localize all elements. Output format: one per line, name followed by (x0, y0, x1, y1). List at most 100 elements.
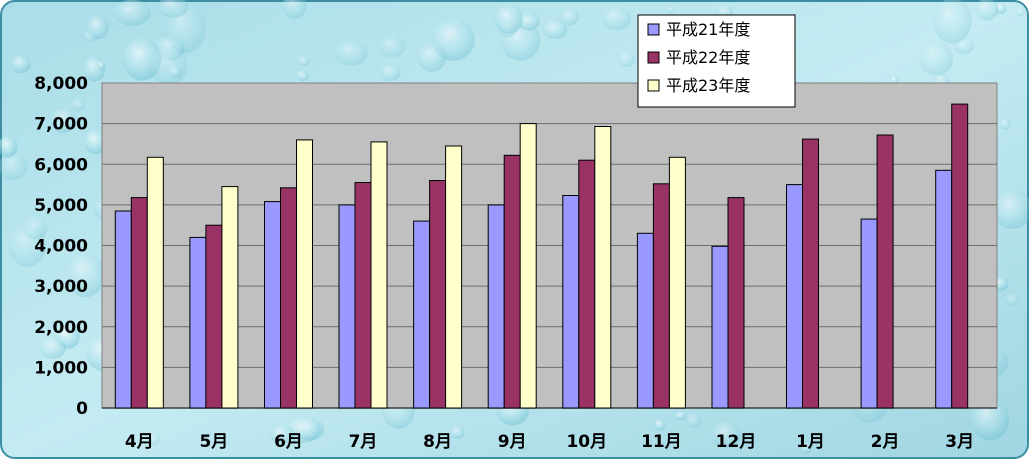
x-tick-label: 2月 (871, 432, 900, 452)
water-drop (970, 398, 1010, 441)
water-drop (494, 4, 523, 34)
water-drop (158, 0, 189, 18)
water-drop (297, 56, 310, 66)
bar (354, 182, 372, 409)
bar (786, 184, 803, 409)
water-drop (975, 0, 999, 21)
legend-swatch (647, 23, 660, 36)
bar (935, 169, 953, 409)
water-drop (66, 252, 105, 298)
y-tick-label: 3,000 (34, 277, 88, 297)
x-tick-label: 12月 (716, 432, 757, 452)
water-drop (0, 153, 28, 180)
water-drop (10, 54, 31, 74)
x-tick-label: 5月 (199, 432, 228, 452)
y-tick-label: 8,000 (34, 74, 88, 94)
water-drop (282, 0, 307, 19)
bar (951, 103, 969, 409)
bar (205, 224, 223, 409)
x-tick-label: 10月 (566, 432, 607, 452)
bar (429, 180, 447, 409)
water-drop (449, 425, 465, 439)
water-drop (711, 421, 742, 448)
y-tick-label: 5,000 (34, 196, 88, 216)
y-tick-label: 6,000 (34, 155, 88, 175)
water-drop (992, 189, 1029, 230)
water-drop (601, 6, 632, 30)
bar (445, 145, 463, 409)
bar (221, 186, 239, 409)
bar (652, 183, 670, 409)
x-tick-label: 11月 (641, 432, 682, 452)
bar (264, 201, 281, 409)
x-tick-label: 3月 (945, 432, 974, 452)
x-tick-label: 7月 (349, 432, 378, 452)
water-drop (417, 42, 447, 72)
water-drop (296, 70, 310, 82)
water-drop (150, 46, 188, 85)
water-drop (40, 337, 67, 359)
water-drop (799, 442, 813, 454)
water-drop (148, 433, 160, 446)
bar (338, 204, 356, 409)
bar (370, 141, 388, 409)
water-drop (618, 51, 636, 68)
bar (114, 210, 132, 409)
x-axis-ticks: 4月 5月 6月 7月 8月 9月 10月 11月 12月 1月 2月 3月 (125, 432, 974, 452)
water-drop (674, 411, 687, 421)
water-drop (82, 30, 98, 43)
bar (146, 156, 164, 409)
y-axis-ticks: 0 1,000 2,000 3,000 4,000 5,000 6,000 7,000 8,00… (34, 74, 88, 419)
legend-label: 平成22年度 (666, 48, 750, 67)
y-tick-label: 1,000 (34, 358, 88, 378)
bar (280, 187, 297, 409)
water-drop (50, 108, 77, 133)
water-drop (0, 136, 18, 158)
water-drop (1000, 118, 1011, 130)
water-drop (542, 19, 568, 40)
water-drop (114, 0, 151, 26)
bar (296, 139, 313, 409)
water-drop (23, 215, 48, 240)
water-drop (517, 13, 540, 31)
bar (727, 197, 745, 409)
x-tick-label: 1月 (796, 432, 825, 452)
water-drop (686, 412, 701, 429)
bar (860, 218, 878, 409)
plot-area (101, 82, 998, 409)
x-tick-label: 8月 (423, 432, 452, 452)
x-tick-label: 9月 (498, 432, 527, 452)
bar (503, 154, 521, 409)
bars (114, 103, 969, 409)
water-drop (654, 419, 666, 431)
legend-label: 平成21年度 (666, 20, 750, 39)
water-drop (285, 416, 321, 443)
water-drop (666, 5, 676, 13)
bar (802, 138, 819, 409)
water-drop (335, 39, 368, 66)
bar (668, 156, 686, 409)
y-tick-label: 4,000 (34, 237, 88, 257)
bar (189, 236, 207, 409)
water-drop (378, 35, 406, 58)
bar (876, 134, 894, 409)
bar (578, 159, 596, 409)
bar (413, 220, 431, 409)
legend-swatch (647, 51, 660, 64)
water-drop (379, 63, 401, 81)
y-tick-label: 7,000 (34, 115, 88, 135)
bar (487, 204, 505, 409)
x-tick-label: 4月 (125, 432, 154, 452)
y-tick-label: 0 (76, 399, 88, 419)
water-drop (933, 0, 972, 44)
water-drop (559, 8, 580, 26)
bar (130, 197, 148, 409)
water-drop (71, 98, 86, 112)
water-drop (1016, 8, 1025, 16)
bar (636, 232, 654, 409)
water-drop (919, 40, 954, 76)
legend-label: 平成23年度 (666, 76, 750, 95)
